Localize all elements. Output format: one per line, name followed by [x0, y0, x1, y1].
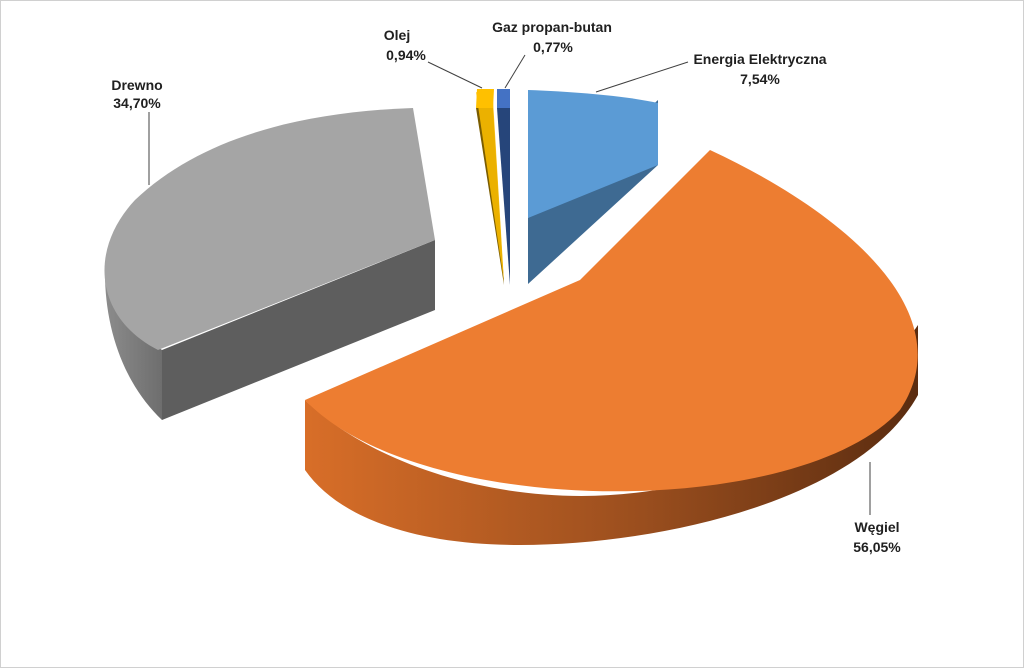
slice-wegiel-side [305, 325, 918, 545]
slice-olej-face [476, 92, 504, 282]
leader-line-energia [595, 61, 689, 93]
leader-line-gaz [504, 54, 526, 89]
slice-energia [528, 90, 658, 284]
slice-drewno-side [104, 268, 162, 420]
slice-gaz [497, 89, 510, 285]
slice-drewno-cut-face [162, 240, 435, 420]
label-value-wegiel: 56,05% [853, 539, 901, 555]
label-name-wegiel: Węgiel [854, 519, 899, 535]
label-name-olej: Olej [384, 27, 410, 43]
slice-gaz-side [497, 108, 510, 285]
label-name-drewno: Drewno [111, 77, 162, 93]
slice-gaz-top [497, 89, 510, 108]
label-value-gaz: 0,77% [533, 39, 573, 55]
slice-olej [476, 89, 504, 285]
slice-drewno [104, 108, 436, 420]
slice-energia-top [528, 90, 658, 218]
label-value-olej: 0,94% [386, 47, 426, 63]
slice-wegiel [305, 150, 918, 545]
slice-olej-side [476, 108, 504, 285]
label-value-drewno: 34,70% [113, 95, 161, 111]
slice-wegiel-top [305, 150, 918, 492]
slice-drewno-top [104, 108, 436, 350]
data-labels: Drewno 34,70% Olej 0,94% Gaz propan-buta… [111, 19, 901, 555]
leader-line-olej [427, 61, 483, 89]
leader-lines [148, 54, 871, 515]
label-name-gaz: Gaz propan-butan [492, 19, 612, 35]
label-value-energia: 7,54% [740, 71, 780, 87]
label-name-energia: Energia Elektryczna [693, 51, 826, 67]
